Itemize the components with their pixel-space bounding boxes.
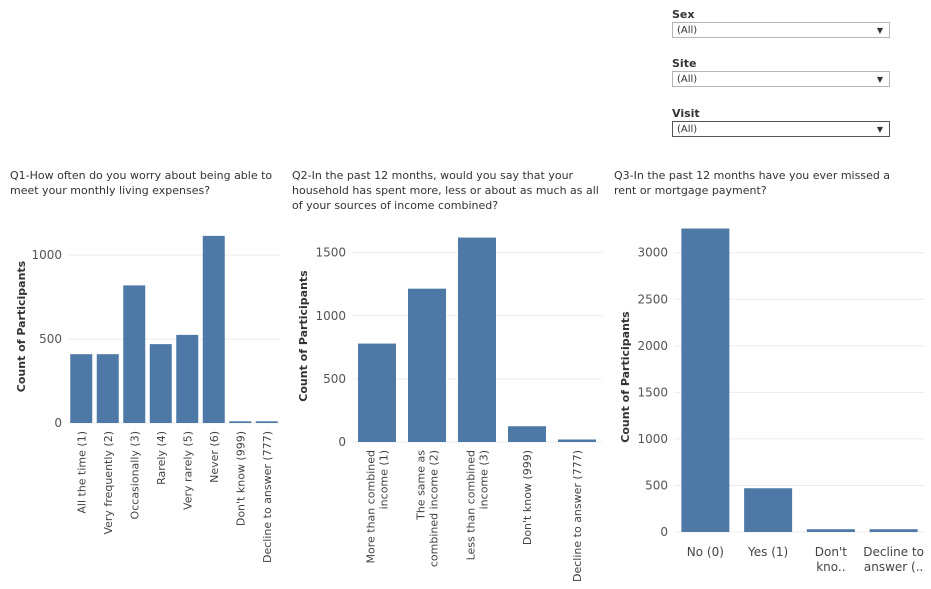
bar[interactable] [202, 235, 225, 423]
x-tick-label: Don't know (999) [521, 450, 534, 545]
select-value: (All) [677, 74, 698, 85]
x-tick-label: kno.. [816, 560, 845, 574]
x-tick-label: Occasionally (3) [128, 431, 141, 519]
bar[interactable] [408, 288, 446, 442]
filter-site: Site (All) ▼ [672, 57, 892, 87]
y-tick-label: 2500 [637, 292, 668, 306]
chart-title-q3: Q3-In the past 12 months have you ever m… [614, 169, 891, 197]
y-tick-label: 500 [645, 478, 668, 492]
x-tick-label: Decline to answer (777) [261, 431, 274, 563]
chart-q2: 0 500 1000 1500 Count of Participants More th… [297, 237, 602, 582]
filter-label: Site [672, 57, 697, 70]
x-tick-label: combined income (2) [428, 450, 441, 567]
y-tick-label: 0 [54, 416, 62, 430]
x-tick-label: The same as [415, 450, 428, 521]
y-tick-label: 1500 [637, 385, 668, 399]
x-tick-label: All the time (1) [75, 431, 88, 514]
y-tick-label: 500 [39, 332, 62, 346]
filter-sex: Sex (All) ▼ [672, 8, 892, 38]
y-tick-label: 1000 [31, 248, 62, 262]
bar[interactable] [806, 529, 855, 532]
y-axis-label: Count of Participants [297, 270, 310, 402]
x-tick-label: Yes (1) [747, 545, 788, 559]
y-tick-label: 1000 [637, 432, 668, 446]
site-select[interactable]: (All) ▼ [672, 71, 890, 87]
y-tick-label: 500 [323, 372, 346, 386]
y-tick-label: 0 [338, 435, 346, 449]
chart-q3: 0 500 1000 1500 2000 2500 3000 Count of Partici… [619, 228, 925, 574]
bar[interactable] [96, 354, 119, 423]
x-tick-label: Very frequently (2) [102, 431, 115, 535]
bar[interactable] [358, 343, 396, 442]
chart-title-q1: Q1-How often do you worry about being ab… [10, 169, 273, 197]
y-tick-label: 1000 [315, 309, 346, 323]
y-tick-label: 3000 [637, 246, 668, 260]
chart-title-q2: Q2-In the past 12 months, would you say … [292, 169, 599, 212]
sex-select[interactable]: (All) ▼ [672, 22, 890, 38]
y-tick-label: 2000 [637, 339, 668, 353]
x-tick-label: Less than combined [465, 450, 478, 560]
x-tick-label: Don't [815, 545, 847, 559]
bar[interactable] [869, 529, 918, 532]
x-tick-label: answer (.. [864, 560, 923, 574]
y-axis-label: Count of Participants [619, 311, 632, 443]
select-value: (All) [677, 25, 698, 36]
x-tick-label: income (1) [378, 450, 391, 509]
x-tick-label: No (0) [687, 545, 724, 559]
bar[interactable] [229, 421, 252, 423]
x-tick-label: Don't know (999) [234, 431, 247, 526]
select-value: (All) [677, 124, 698, 135]
caret-down-icon: ▼ [876, 26, 883, 35]
caret-down-icon: ▼ [876, 125, 883, 134]
x-tick-label: Rarely (4) [155, 431, 168, 485]
caret-down-icon: ▼ [876, 75, 883, 84]
x-tick-label: income (3) [478, 450, 491, 509]
bar[interactable] [149, 344, 172, 423]
bar[interactable] [176, 334, 199, 423]
bar[interactable] [70, 354, 93, 423]
y-axis-label: Count of Participants [15, 260, 28, 392]
bar[interactable] [123, 285, 146, 423]
x-tick-label: Decline to answer (777) [571, 450, 584, 582]
bar[interactable] [558, 439, 596, 442]
bar[interactable] [744, 488, 793, 532]
x-tick-label: More than combined [365, 450, 378, 564]
bar[interactable] [681, 228, 730, 532]
filter-label: Sex [672, 8, 695, 21]
x-tick-label: Never (6) [208, 431, 221, 483]
bar[interactable] [458, 237, 496, 442]
filter-visit: Visit (All) ▼ [672, 107, 892, 137]
bar[interactable] [508, 426, 546, 442]
visit-select[interactable]: (All) ▼ [672, 121, 890, 137]
bar[interactable] [255, 421, 278, 423]
y-tick-label: 1500 [315, 246, 346, 260]
filter-label: Visit [672, 107, 700, 120]
y-tick-label: 0 [660, 525, 668, 539]
x-tick-label: Decline to [863, 545, 924, 559]
x-tick-label: Very rarely (5) [181, 431, 194, 510]
